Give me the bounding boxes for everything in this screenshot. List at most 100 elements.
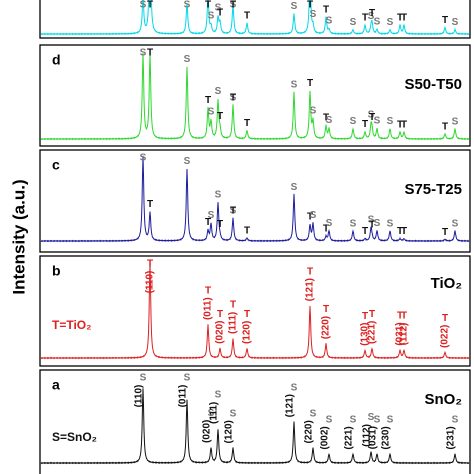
peak-marker: T — [147, 48, 153, 59]
peak-marker: S — [350, 415, 357, 426]
xrd-trace — [40, 388, 470, 465]
peak-marker: T — [217, 219, 223, 230]
peak-marker: S — [230, 408, 237, 419]
panel-frame — [39, 369, 471, 474]
panel-name: TiO₂ — [431, 275, 462, 292]
xrd-trace — [40, 263, 470, 360]
peak-label: (011) — [203, 297, 214, 320]
peak-label: (121) — [305, 278, 316, 301]
peak-marker: S — [374, 116, 381, 127]
peak-marker: T — [205, 217, 211, 228]
xrd-trace — [40, 0, 470, 36]
peak-marker: S — [230, 206, 237, 217]
peak-label: (120) — [224, 420, 235, 443]
phase-legend: T=TiO₂ — [52, 318, 91, 332]
peak-label: (020) — [202, 420, 213, 443]
peak-label: (120) — [242, 321, 253, 344]
peak-label: (011) — [178, 385, 189, 408]
peak-label: (110) — [134, 385, 145, 408]
peak-marker: T — [323, 5, 329, 16]
peak-marker: T — [230, 0, 236, 11]
peak-marker: T — [397, 119, 403, 130]
peak-marker: S — [350, 116, 357, 127]
peak-marker: S — [326, 16, 333, 27]
peak-marker: S — [310, 106, 317, 117]
peak-marker: S — [140, 0, 147, 11]
peak-label: (220) — [304, 420, 315, 443]
peak-marker: S — [387, 415, 394, 426]
peak-marker: S — [368, 412, 375, 423]
peak-marker: T — [244, 309, 250, 320]
peak-label: (220) — [321, 316, 332, 339]
panel-name: S50-T50 — [404, 76, 462, 93]
panel-letter: a — [52, 377, 60, 393]
peak-marker: S — [368, 110, 375, 121]
panel-frame — [39, 44, 471, 147]
peak-marker: T — [362, 119, 368, 130]
peak-marker: T — [244, 10, 250, 21]
peak-marker: T — [147, 259, 153, 270]
peak-marker: S — [208, 106, 215, 117]
peak-marker: S — [291, 182, 298, 193]
xrd-trace — [40, 52, 470, 141]
peak-marker: S — [368, 214, 375, 225]
panel-frame — [39, 255, 471, 367]
peak-marker: T — [401, 119, 407, 130]
peak-marker: S — [310, 9, 317, 20]
peak-marker: T — [217, 309, 223, 320]
peak-label: (112) — [399, 323, 410, 346]
peak-marker: S — [208, 11, 215, 22]
peak-marker: S — [374, 414, 381, 425]
y-axis-label: Intensity (a.u.) — [9, 179, 28, 294]
peak-label: (031) — [368, 426, 379, 449]
peak-marker: T — [362, 226, 368, 237]
peak-marker: T — [244, 226, 250, 237]
peak-marker: T — [307, 266, 313, 277]
peak-marker: S — [140, 153, 147, 164]
peak-marker: T — [307, 78, 313, 89]
peak-marker: T — [244, 118, 250, 129]
peak-marker: S — [215, 86, 222, 97]
peak-label: (121) — [285, 394, 296, 417]
peak-marker: S — [184, 0, 191, 11]
peak-marker: S — [184, 54, 191, 65]
peak-marker: S — [368, 11, 375, 22]
peak-marker: T — [217, 111, 223, 122]
peak-marker: S — [291, 1, 298, 12]
xrd-trace — [40, 155, 470, 243]
peak-marker: S — [452, 17, 459, 28]
peak-label: (112) — [362, 424, 373, 447]
panel-name: S75-T25 — [404, 181, 462, 198]
peak-marker: S — [452, 116, 459, 127]
peak-marker: T — [362, 12, 368, 23]
peak-label: (130) — [360, 323, 371, 346]
peak-marker: T — [217, 7, 223, 18]
panel-frame — [39, 0, 471, 39]
peak-label: (002) — [320, 426, 331, 449]
peak-marker: S — [184, 156, 191, 167]
peak-marker: T — [362, 311, 368, 322]
peak-marker: S — [230, 0, 237, 11]
panel-frame — [39, 149, 471, 253]
peak-marker: S — [350, 17, 357, 28]
peak-marker: T — [147, 199, 153, 210]
peak-marker: T — [230, 206, 236, 217]
peak-label: (022) — [440, 325, 451, 348]
peak-label: (111) — [228, 312, 239, 334]
peak-marker: S — [215, 189, 222, 200]
peak-marker: T — [230, 92, 236, 103]
peak-marker: T — [369, 112, 375, 123]
peak-marker: S — [140, 48, 147, 59]
peak-marker: S — [374, 218, 381, 229]
peak-marker: T — [442, 15, 448, 26]
peak-marker: T — [442, 227, 448, 238]
peak-marker: S — [140, 373, 147, 384]
peak-marker: T — [230, 299, 236, 310]
peak-marker: T — [397, 311, 403, 322]
panel-name: SnO₂ — [425, 391, 463, 408]
peak-marker: S — [291, 382, 298, 393]
peak-marker: S — [310, 210, 317, 221]
peak-marker: T — [397, 226, 403, 237]
peak-marker: S — [215, 3, 222, 14]
peak-marker: T — [205, 285, 211, 296]
